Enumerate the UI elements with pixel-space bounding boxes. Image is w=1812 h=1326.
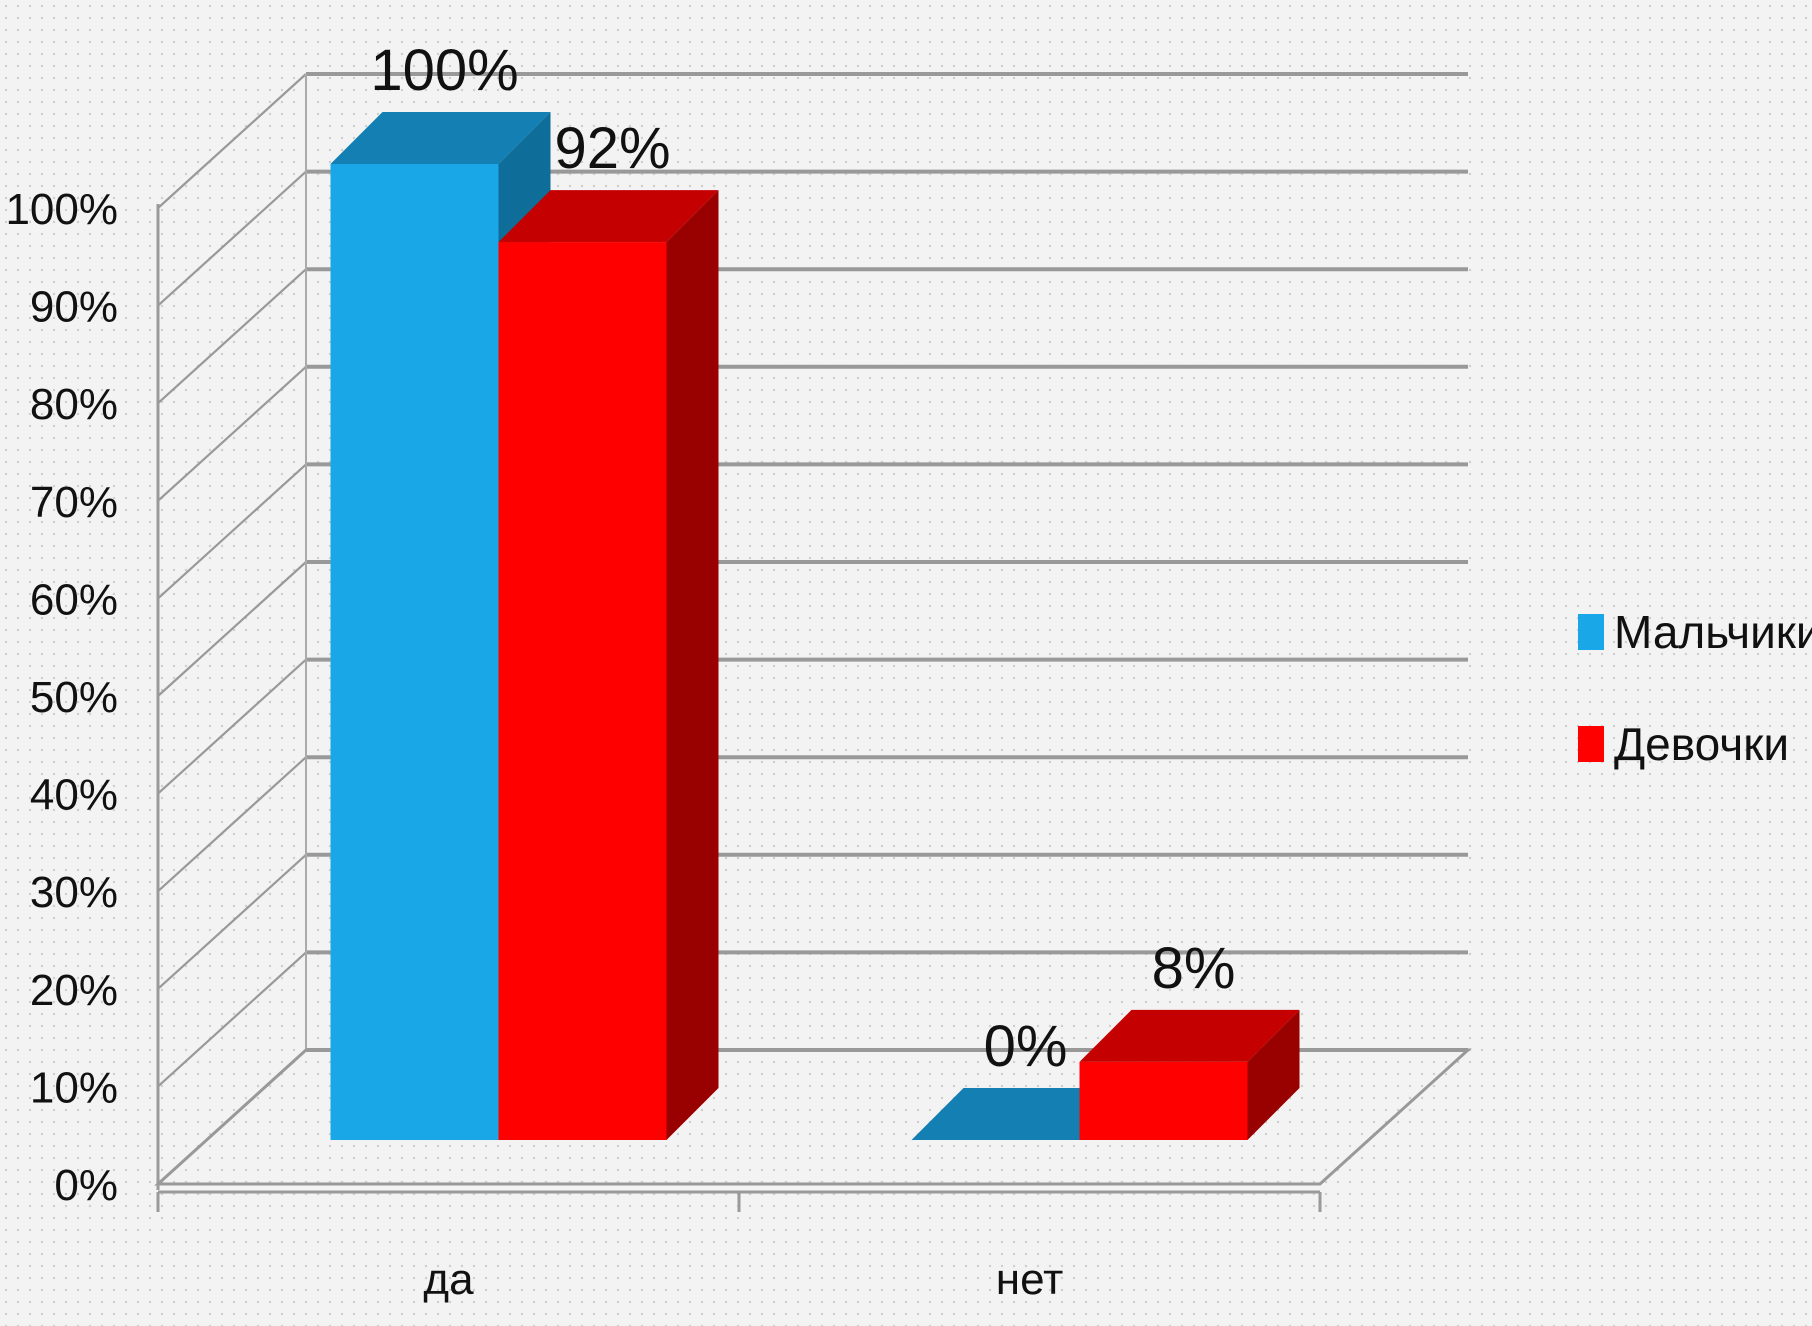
x-category-label: да [423,1255,474,1304]
data-labels: 100% 92% 0% 8% [370,38,1235,1079]
gridline-side [157,561,307,697]
gridline-side [157,658,307,795]
gridline-side [157,365,307,502]
bar-front [330,164,499,1140]
y-tick-label: 30% [30,868,118,917]
gridline-side [157,73,307,209]
legend: Мальчики Девочки [1578,606,1812,770]
y-tick-label: 90% [30,283,118,332]
bars [330,112,1300,1140]
legend-label: Девочки [1614,718,1789,770]
y-tick-label: 100% [5,185,118,234]
y-tick-label: 0% [54,1161,118,1210]
bar-top [330,112,551,164]
floor [154,1048,1472,1186]
y-tick-label: 20% [30,966,118,1015]
bar [1079,1009,1300,1140]
legend-item: Мальчики [1578,606,1812,658]
y-tick-labels: 0% 10% 20% 30% 40% 50% 60% 70% 80% 90% 100% [5,185,118,1210]
bar [498,190,719,1140]
y-tick-label: 10% [30,1063,118,1112]
data-label: 100% [370,38,518,103]
gridline-side [157,268,307,405]
gridline-side [157,170,307,307]
y-tick-label: 60% [30,575,118,624]
x-category-labels: да нет [423,1255,1063,1304]
bar-side [1247,1009,1300,1140]
data-label: 92% [554,116,670,181]
gridline-side [157,756,307,893]
legend-swatch [1578,726,1604,762]
bar [911,1088,1132,1140]
bar-top [911,1088,1132,1140]
y-tick-label: 50% [30,673,118,722]
data-label: 8% [1152,936,1236,1001]
bar-side [666,190,719,1140]
gridline-side [157,853,307,990]
y-tick-label: 40% [30,771,118,820]
bar-top [498,190,719,243]
bar-front [498,242,667,1140]
gridline-side [157,463,307,600]
data-label: 0% [984,1014,1068,1079]
legend-label: Мальчики [1614,606,1812,658]
y-tick-label: 80% [30,380,118,429]
bar-top [1079,1009,1300,1062]
y-tick-label: 70% [30,478,118,527]
x-category-label: нет [996,1255,1063,1304]
legend-swatch [1578,614,1604,650]
gridline-side [157,951,307,1088]
bar-front [1079,1061,1248,1140]
legend-item: Девочки [1578,718,1789,770]
